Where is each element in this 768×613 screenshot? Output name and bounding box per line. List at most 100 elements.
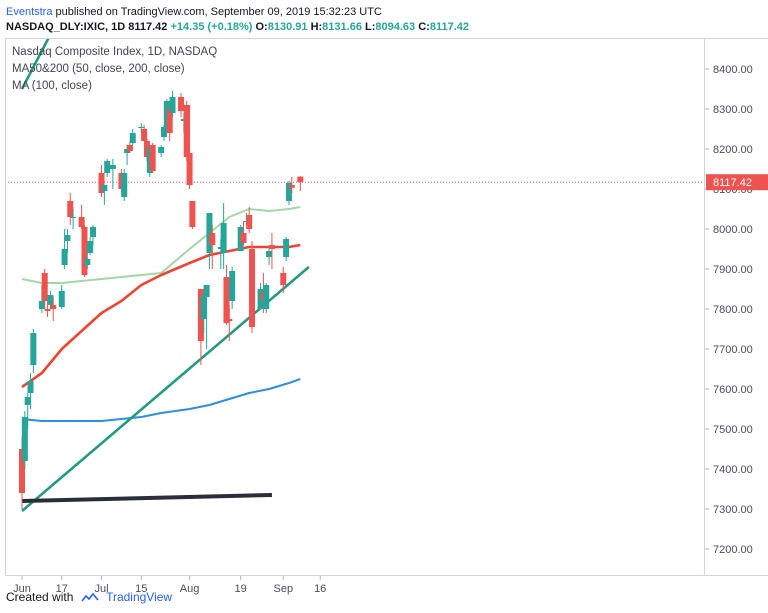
y-tick-label: 7700.00 [713,344,753,356]
open-label: O: [255,21,268,33]
candle-body [266,251,273,257]
candle-body [24,397,31,405]
candle-body [47,295,54,305]
price-tag-box [706,174,768,191]
price-scale[interactable] [705,38,768,576]
candle-body [280,273,287,285]
y-tick-label: 7600.00 [713,384,753,396]
y-tick-label: 7500.00 [713,424,753,436]
candle-body [27,381,34,393]
candle-body [229,271,236,301]
y-tick-label: 7900.00 [713,264,753,276]
candle-body [44,309,51,311]
footer: Created with TradingView [6,590,172,604]
candle-body [186,153,193,185]
x-tick-label: Sep [273,583,293,595]
x-tick-label: Jul [94,583,108,595]
plot-area[interactable] [5,38,705,576]
tradingview-logo-icon [81,592,99,602]
y-tick-label: 7300.00 [713,504,753,516]
plot-layer [6,39,704,512]
y-tick-label: 7200.00 [713,544,753,556]
price-change: +14.35 (+0.18%) [170,21,253,33]
x-tick-label: Jun [13,583,31,595]
candle-body [81,227,88,275]
candle-body [30,333,37,365]
ma100-line [21,378,301,422]
last-price: 8117.42 [128,21,168,33]
candle-body [246,215,253,229]
candle-body [101,185,108,191]
legend-ma50-200: MA50&200 (50, close, 200, close) [12,63,185,75]
candle-body [19,449,25,493]
created-with-label: Created with [6,590,74,604]
publisher-name[interactable]: Eventstra [6,6,53,18]
candle-body [98,173,105,193]
x-tick-label: 17 [56,583,68,595]
x-tick-label: 16 [314,583,326,595]
candle-body [70,217,77,218]
candle-body [129,133,136,143]
candle-body [90,227,96,237]
candle-body [149,145,156,171]
candle-body [38,301,45,309]
tradingview-brand[interactable]: TradingView [106,590,173,604]
ma50-line [21,243,301,389]
candle-body [223,277,230,323]
candle-body [21,417,28,461]
price-tag-label: 8117.42 [713,177,752,189]
candle-body [41,273,48,301]
candle-body [209,233,216,245]
high-label: H: [310,21,323,33]
x-tick-label: 15 [135,583,147,595]
candle-body [203,285,210,297]
candle-body [84,259,91,265]
candle-body [61,249,68,265]
candle-body [50,305,57,309]
horizontal-support-line [21,493,272,503]
y-tick-label: 8000.00 [713,224,753,236]
candle-body [283,239,290,257]
candle-body [249,249,256,327]
candle-body [104,161,111,173]
y-tick-label: 8200.00 [713,144,753,156]
published-text: published on TradingView.com, September … [55,6,382,18]
x-tick-label: Aug [180,583,200,595]
candle-body [240,233,247,243]
candle-body [138,127,145,128]
ma200-line [21,206,301,284]
low-label: L: [365,21,376,33]
symbol-line: NASDAQ_DLY:IXIC, 1D 8117.42 +14.35 (+0.1… [6,20,469,34]
candle-body [200,295,207,319]
publish-line: Eventstra published on TradingView.com, … [6,5,382,19]
candle-body [189,201,196,227]
candle-body [126,145,133,151]
y-tick-label: 8300.00 [713,104,753,116]
open-value: 8130.91 [267,21,308,33]
y-tick-label: 7800.00 [713,304,753,316]
candle-body [161,127,167,137]
close-label: C: [418,21,430,33]
high-value: 8131.66 [322,21,362,33]
y-tick-label: 7400.00 [713,464,753,476]
candle-body [169,97,176,113]
candle-body [183,105,190,157]
candle-body [268,245,275,249]
symbol-name: NASDAQ_DLY:IXIC, 1D [6,21,126,33]
candle-body [263,285,270,309]
candle-body [158,147,165,153]
candle-body [226,319,233,321]
candle-body [58,291,65,307]
candle-body [297,176,304,183]
candle-body [64,235,71,241]
close-value: 8117.42 [429,21,469,33]
candle-body [141,129,148,141]
legend-title: Nasdaq Composite Index, 1D, NASDAQ [12,46,218,58]
candle-body [178,97,185,111]
candle-body [285,183,292,201]
candle-body [87,241,94,253]
y-tick-label: 8400.00 [713,64,753,76]
candle-body [121,173,128,197]
candle-body [220,223,227,253]
